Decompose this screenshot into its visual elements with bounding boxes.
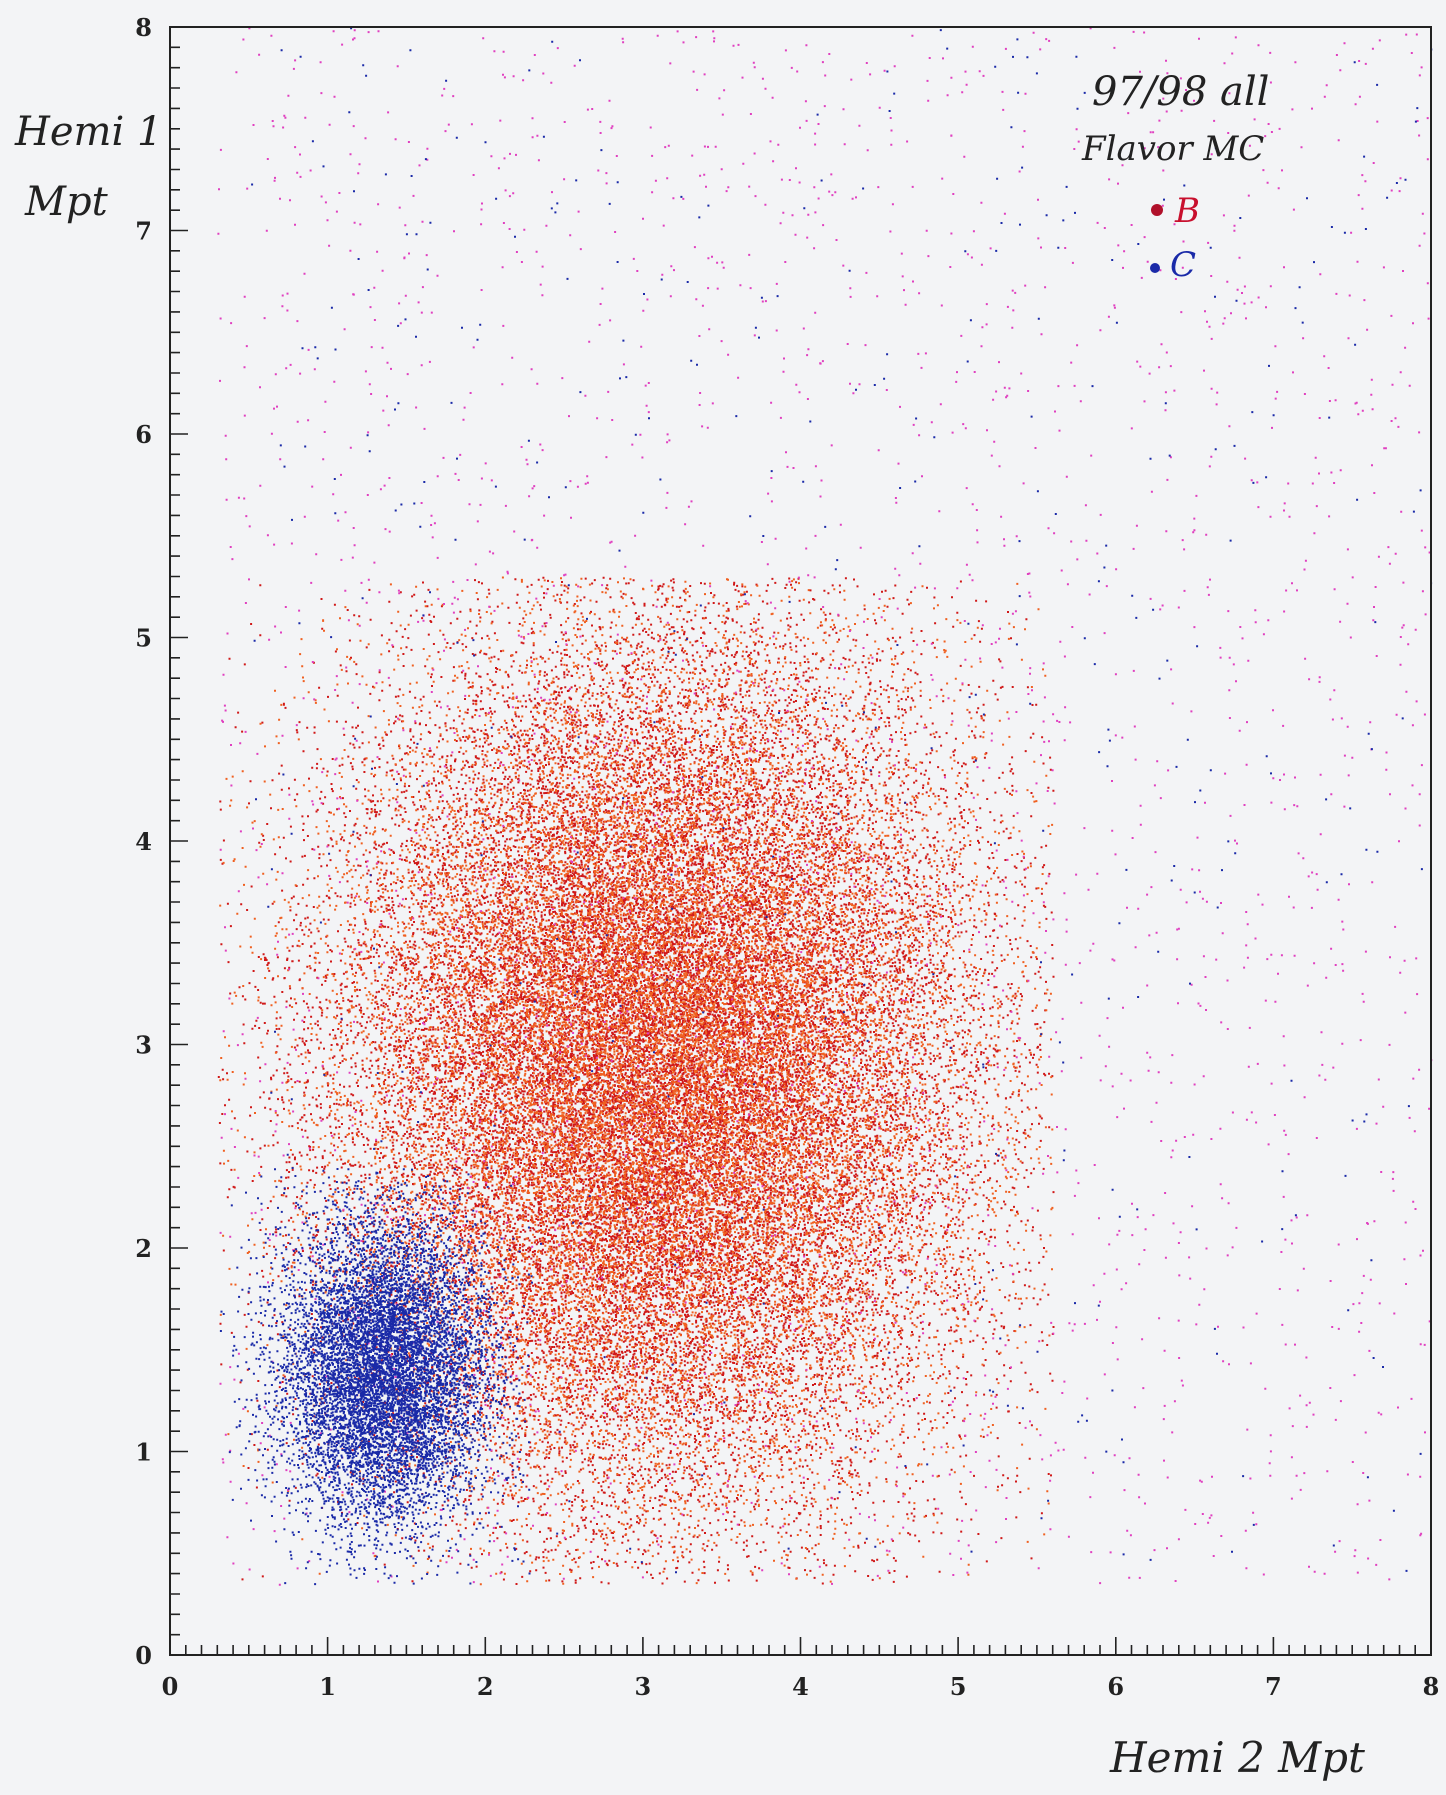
x-tick-label: 1: [319, 1672, 336, 1701]
points-b: [219, 576, 1054, 1586]
legend: B C: [1150, 191, 1200, 285]
x-tick-label: 5: [950, 1672, 967, 1701]
y-tick-label: 0: [135, 1641, 152, 1670]
y-axis-label-line2: Mpt: [24, 179, 109, 225]
legend-label-c: C: [1170, 245, 1196, 285]
x-tick-label: 4: [792, 1672, 809, 1701]
series-b: [217, 27, 1433, 1586]
y-axis-label-line1: Hemi 1: [14, 109, 162, 155]
x-tick-label: 6: [1107, 1672, 1124, 1701]
data-points: [217, 27, 1433, 1586]
x-axis-label: Hemi 2 Mpt: [1109, 1733, 1365, 1782]
y-tick-label: 5: [135, 624, 152, 653]
x-tick-label: 3: [635, 1672, 652, 1701]
legend-marker-c: [1150, 263, 1160, 273]
legend-label-b: B: [1174, 191, 1200, 231]
y-tick-label: 3: [135, 1031, 152, 1060]
tick-marks: [169, 26, 1432, 1656]
x-tick-labels: 0 1 2 3 4 5 6 7 8: [162, 1672, 1440, 1701]
annotation-line1: 97/98 all: [1092, 69, 1269, 115]
y-tick-labels: 0 1 2 3 4 5 6 7 8: [135, 13, 152, 1670]
x-tick-label: 7: [1265, 1672, 1282, 1701]
axis-ticks: [169, 26, 1432, 1656]
y-tick-label: 4: [135, 827, 152, 856]
y-tick-label: 6: [135, 420, 152, 449]
x-tick-label: 8: [1423, 1672, 1440, 1701]
annotation-line2: Flavor MC: [1081, 129, 1264, 169]
x-tick-label: 2: [477, 1672, 494, 1701]
y-tick-label: 7: [135, 217, 152, 246]
y-tick-label: 2: [135, 1234, 152, 1263]
legend-marker-b: [1151, 204, 1163, 216]
x-tick-label: 0: [162, 1672, 179, 1701]
y-tick-label: 1: [135, 1438, 152, 1467]
y-tick-label: 8: [135, 13, 152, 42]
points-b: [217, 576, 1055, 1585]
